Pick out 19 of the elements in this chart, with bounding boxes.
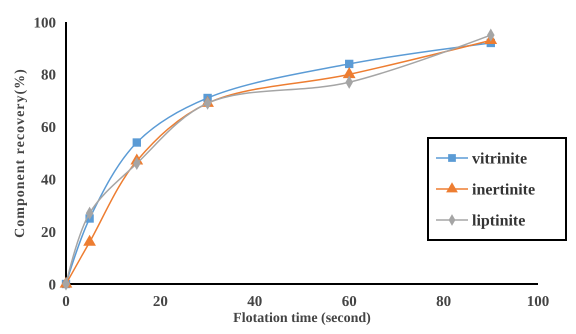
legend-label: inertinite bbox=[472, 182, 536, 199]
y-tick-label: 20 bbox=[41, 224, 56, 241]
y-tick-label: 60 bbox=[41, 120, 56, 136]
y-tick-label: 0 bbox=[48, 277, 56, 294]
x-axis-title: Flotation time (second) bbox=[233, 311, 372, 326]
x-tick-label: 40 bbox=[247, 294, 262, 310]
point bbox=[132, 138, 141, 147]
x-tick-label: 20 bbox=[152, 294, 168, 310]
y-tick-label: 80 bbox=[41, 68, 56, 84]
x-tick-label: 100 bbox=[526, 294, 550, 310]
point bbox=[345, 60, 354, 68]
x-tick-label: 0 bbox=[62, 294, 70, 310]
x-tick-label: 80 bbox=[436, 294, 452, 310]
y-axis-title: Component recovery(%) bbox=[13, 68, 28, 238]
legend-label: liptinite bbox=[472, 212, 526, 230]
legend-label: vitrinite bbox=[472, 150, 528, 168]
x-tick-label: 60 bbox=[342, 294, 357, 310]
y-tick-label: 40 bbox=[41, 172, 56, 188]
y-tick-label: 100 bbox=[34, 15, 56, 32]
